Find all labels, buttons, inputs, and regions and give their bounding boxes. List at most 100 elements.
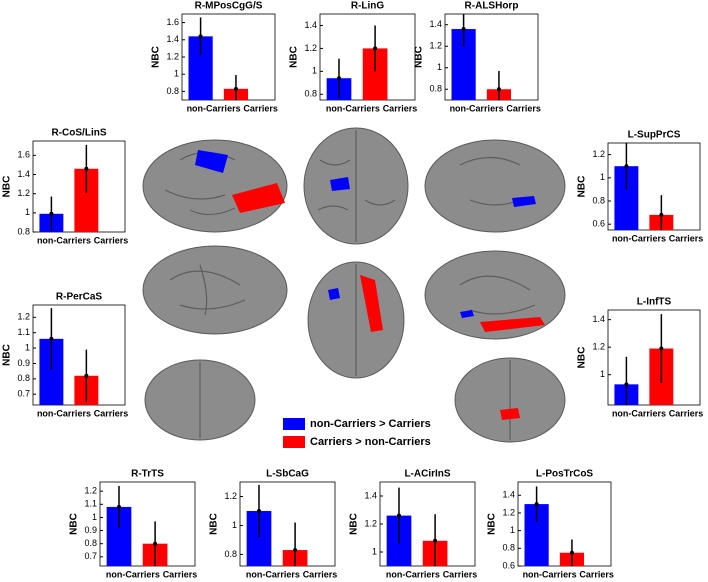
legend-swatch: [283, 418, 305, 430]
y-tick-label: 0.7: [17, 389, 30, 399]
x-tick-label: non-Carriers: [523, 569, 577, 579]
x-tick-label: Carriers: [669, 233, 704, 243]
y-tick-label: 1.2: [304, 43, 317, 53]
bar-chart: R-PerCaS NBC 0.7 0.8 0.9 1 1.1 1.2 non-Carriers C…: [2, 292, 129, 419]
chart-title: R-PerCaS: [56, 292, 102, 303]
y-tick-label: 1.2: [17, 188, 30, 198]
y-tick-label: 1: [510, 525, 515, 535]
mean-point: [373, 46, 378, 51]
x-tick-label: non-Carriers: [37, 235, 91, 245]
x-tick-label: non-Carriers: [326, 103, 380, 113]
y-axis-label: NBC: [289, 46, 300, 68]
mean-point: [433, 538, 438, 543]
mean-point: [257, 508, 261, 513]
y-axis-label: NBC: [69, 513, 80, 535]
mean-point: [397, 513, 401, 518]
y-tick-label: 1: [232, 520, 237, 530]
mean-point: [84, 166, 89, 171]
bar-chart: R-ALSHorp NBC 0.8 1 1.2 1.4 non-Carriers Carrie…: [414, 1, 541, 114]
bar-chart: L-ACirInS NBC 1 1.2 1.4 non-Carriers Carriers: [349, 469, 478, 580]
x-tick-label: non-Carriers: [612, 408, 666, 418]
mean-point: [659, 212, 664, 217]
y-tick-label: 1.2: [592, 342, 605, 352]
mean-point: [534, 502, 539, 507]
y-tick-label: 0.8: [592, 195, 605, 205]
y-axis-label: NBC: [349, 513, 360, 535]
x-tick-label: non-Carriers: [187, 103, 241, 113]
y-tick-label: 1: [25, 342, 30, 352]
y-axis-label: NBC: [2, 176, 13, 198]
y-tick-label: 1.1: [84, 499, 97, 509]
mean-point: [49, 211, 54, 216]
x-tick-label: Carriers: [303, 569, 338, 579]
bar: [614, 166, 639, 230]
mean-point: [569, 550, 574, 555]
bar-chart: L-InfTS NBC 1 1.2 1.4 non-Carriers Carriers: [577, 297, 704, 419]
y-tick-label: 1.2: [502, 507, 515, 517]
mean-point: [461, 27, 466, 32]
x-tick-label: non-Carriers: [246, 569, 300, 579]
mean-point: [49, 336, 54, 341]
chart-title: L-PosTrCoS: [536, 469, 594, 480]
y-tick-label: 1.4: [304, 20, 317, 30]
mean-point: [659, 346, 664, 351]
y-tick-label: 1: [92, 512, 97, 522]
x-tick-label: non-Carriers: [612, 233, 666, 243]
mean-point: [198, 34, 203, 39]
x-tick-label: Carriers: [443, 569, 478, 579]
y-axis-label: NBC: [487, 513, 498, 535]
bar-chart: L-PosTrCoS NBC 0.6 0.8 1 1.2 1.4 non-Carriers Ca…: [487, 469, 614, 580]
y-tick-label: 0.8: [17, 373, 30, 383]
y-tick-label: 0.6: [592, 219, 605, 229]
mean-point: [153, 541, 158, 546]
y-tick-label: 1: [600, 369, 605, 379]
y-axis-label: NBC: [151, 46, 162, 68]
bar: [74, 168, 99, 232]
y-tick-label: 0.8: [429, 84, 442, 94]
y-tick-label: 1.4: [592, 314, 605, 324]
mean-point: [624, 382, 629, 387]
mean-point: [337, 76, 341, 81]
mean-point: [293, 548, 298, 553]
y-tick-label: 1.4: [166, 34, 179, 44]
bar: [39, 338, 64, 405]
y-tick-label: 1: [312, 66, 317, 76]
bar-chart: L-SupPrCS NBC 0.6 0.8 1 1.2 non-Carriers Carrie…: [577, 130, 704, 244]
y-tick-label: 1.2: [592, 149, 605, 159]
chart-title: L-InfTS: [637, 297, 672, 308]
chart-title: R-CoS/LinS: [52, 128, 107, 139]
y-axis-label: NBC: [2, 344, 13, 366]
chart-title: R-ALSHorp: [465, 1, 519, 12]
mean-point: [496, 87, 501, 92]
y-tick-label: 0.8: [502, 543, 515, 553]
y-tick-label: 1.6: [166, 17, 179, 27]
y-tick-label: 1.1: [17, 327, 30, 337]
y-tick-label: 1.6: [17, 150, 30, 160]
brain-lateral-right: [142, 245, 288, 335]
chart-title: L-ACirInS: [404, 469, 450, 480]
chart-title: R-TrTS: [131, 469, 164, 480]
mean-point: [84, 373, 89, 378]
bar-chart: R-MPosCgG/S NBC 0.8 1 1.2 1.4 1.6 non-Carriers C…: [151, 1, 278, 114]
mean-point: [117, 504, 121, 509]
y-tick-label: 1: [600, 172, 605, 182]
y-axis-label: NBC: [577, 176, 588, 198]
chart-title: L-SupPrCS: [628, 130, 681, 141]
y-tick-label: 0.7: [84, 551, 97, 561]
y-tick-label: 1.2: [224, 491, 237, 501]
x-tick-label: Carriers: [94, 408, 129, 418]
bar-chart: R-LinG NBC 0.8 1 1.2 1.4 non-Carriers Carriers: [289, 1, 418, 114]
y-tick-label: 1.2: [429, 41, 442, 51]
x-tick-label: non-Carriers: [386, 569, 440, 579]
legend: non-Carriers > Carriers Carriers > non-Ca…: [283, 418, 431, 448]
x-tick-label: non-Carriers: [37, 408, 91, 418]
y-tick-label: 0.9: [84, 525, 97, 535]
chart-title: R-LinG: [351, 1, 385, 12]
x-tick-label: non-Carriers: [450, 103, 504, 113]
bar-chart: L-SbCaG NBC 0.8 1 1.2 non-Carriers Carriers: [209, 469, 338, 580]
bar-chart: R-CoS/LinS NBC 0.8 1 1.2 1.4 1.6 non-Carriers Ca…: [2, 128, 129, 246]
brain-images: [142, 127, 566, 443]
y-axis-label: NBC: [209, 513, 220, 535]
y-tick-label: 1: [372, 546, 377, 556]
